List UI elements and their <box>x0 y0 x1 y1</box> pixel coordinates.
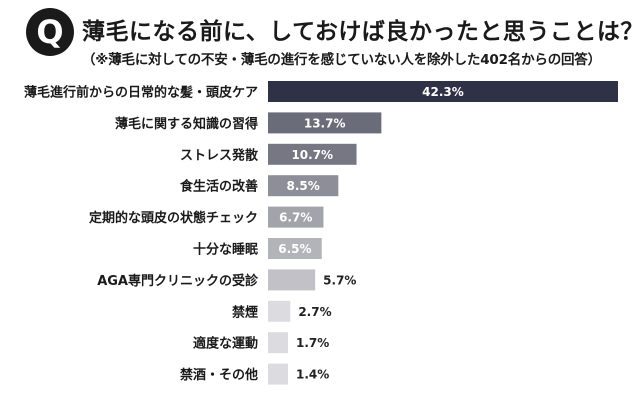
bar-chart: 薄毛進行前からの日常的な髪・頭皮ケア 42.3% 薄毛に関する知識の習得 13.7% ス… <box>24 81 618 385</box>
value-label: 8.5% <box>287 179 320 193</box>
bar <box>268 112 382 134</box>
category-label: 食生活の改善 <box>180 179 258 195</box>
category-label: 禁酒・その他 <box>180 367 258 383</box>
category-label: 定期的な頭皮の状態チェック <box>88 210 258 226</box>
value-label: 1.4% <box>296 368 329 382</box>
bar <box>268 81 618 102</box>
category-label: 薄毛に関する知識の習得 <box>115 116 258 132</box>
value-label: 5.7% <box>323 273 356 287</box>
question-badge-icon: Q <box>26 8 74 56</box>
category-label: 十分な睡眠 <box>193 242 258 258</box>
value-label: 1.7% <box>296 336 329 350</box>
chart-header: Q 薄毛になる前に、しておけば良かったと思うことは？ （※薄毛に対しての不安・薄… <box>0 0 640 74</box>
chart-title: 薄毛になる前に、しておけば良かったと思うことは？ <box>82 19 640 45</box>
value-label: 6.5% <box>278 242 311 256</box>
value-label: 2.7% <box>298 305 331 319</box>
bar <box>268 300 291 322</box>
category-label: 適度な運動 <box>193 336 258 352</box>
value-label: 13.7% <box>304 116 346 130</box>
bar <box>268 206 324 228</box>
value-label: 6.7% <box>279 211 312 225</box>
chart-subtitle: （※薄毛に対しての不安・薄毛の進行を感じていない人を除外した402名からの回答） <box>82 52 601 68</box>
bar <box>268 175 339 197</box>
bar <box>268 363 288 385</box>
category-label: AGA専門クリニックの受診 <box>97 273 259 289</box>
value-label: 10.7% <box>291 148 333 162</box>
bar <box>268 332 288 354</box>
category-label: 禁煙 <box>232 304 258 320</box>
category-label: 薄毛進行前からの日常的な髪・頭皮ケア <box>24 85 258 101</box>
bar <box>268 143 357 165</box>
value-label: 42.3% <box>422 85 464 99</box>
bar <box>268 269 316 291</box>
bar <box>268 238 322 259</box>
category-label: ストレス発散 <box>180 147 259 163</box>
